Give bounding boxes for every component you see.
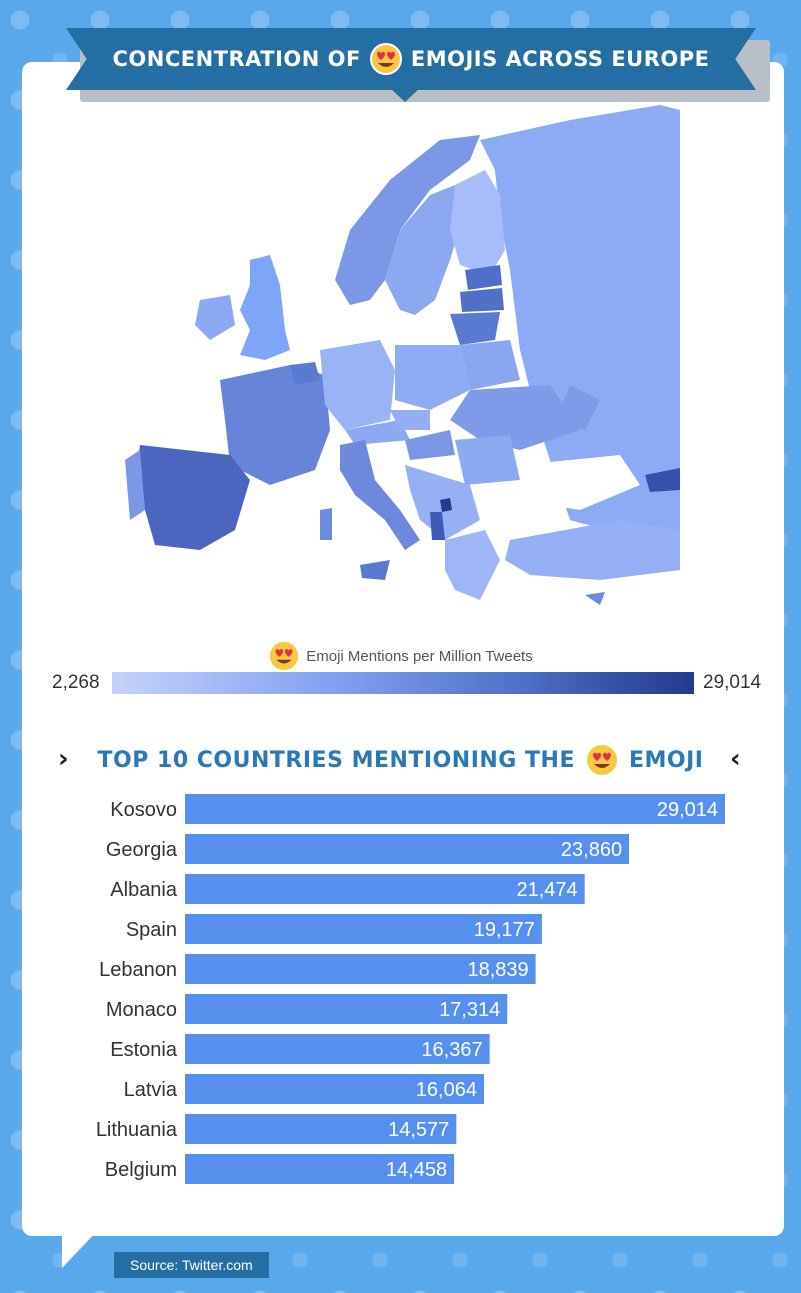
category-label: Lithuania bbox=[96, 1119, 178, 1141]
legend-title: Emoji Mentions per Million Tweets bbox=[0, 640, 801, 672]
map-france bbox=[220, 365, 330, 485]
map-greece bbox=[445, 530, 500, 600]
map-cyprus bbox=[585, 592, 605, 605]
bar bbox=[185, 874, 585, 904]
category-label: Albania bbox=[110, 879, 178, 901]
value-label: 16,367 bbox=[421, 1039, 482, 1061]
value-label: 18,839 bbox=[467, 959, 528, 981]
map-sweden bbox=[385, 185, 465, 315]
source-label: Source: Twitter.com bbox=[114, 1252, 269, 1278]
map-kosovo bbox=[440, 498, 452, 512]
category-label: Estonia bbox=[110, 1039, 178, 1061]
legend-min: 2,268 bbox=[52, 672, 100, 693]
map-czech bbox=[390, 410, 430, 430]
chevron-right-icon: › bbox=[58, 744, 69, 774]
map-poland bbox=[395, 345, 470, 410]
map-albania bbox=[430, 512, 445, 540]
legend-max: 29,014 bbox=[703, 672, 762, 693]
category-label: Latvia bbox=[124, 1079, 178, 1101]
map-germany bbox=[320, 340, 395, 430]
bar bbox=[185, 1034, 490, 1064]
chevron-left-icon: ‹ bbox=[730, 744, 741, 774]
section-title-right: EMOJI bbox=[628, 747, 704, 773]
map-hungary bbox=[405, 430, 455, 460]
page-title: CONCENTRATION OF EMOJIS ACROSS EUROPE bbox=[66, 28, 756, 90]
map-sardinia bbox=[320, 508, 332, 540]
value-label: 29,014 bbox=[657, 799, 718, 821]
category-label: Georgia bbox=[106, 839, 178, 861]
category-label: Lebanon bbox=[99, 959, 177, 981]
legend-label: Emoji Mentions per Million Tweets bbox=[306, 647, 533, 665]
map-romania bbox=[455, 435, 520, 485]
value-label: 19,177 bbox=[474, 919, 535, 941]
map-belgium bbox=[290, 362, 320, 385]
title-right: EMOJIS ACROSS EUROPE bbox=[410, 47, 710, 71]
map-turkey bbox=[505, 520, 680, 580]
map-italy bbox=[340, 440, 420, 550]
section-title-left: TOP 10 COUNTRIES MENTIONING THE bbox=[97, 747, 575, 773]
map-estonia bbox=[465, 265, 502, 290]
map-ireland bbox=[195, 295, 235, 340]
bar bbox=[185, 994, 508, 1024]
map-norway bbox=[335, 135, 480, 305]
legend-gradient-bar bbox=[112, 672, 694, 694]
heart-eyes-emoji-icon bbox=[369, 43, 402, 75]
category-label: Belgium bbox=[105, 1159, 177, 1181]
map-uk bbox=[240, 255, 290, 360]
value-label: 16,064 bbox=[416, 1079, 477, 1101]
value-label: 14,577 bbox=[388, 1119, 449, 1141]
value-label: 23,860 bbox=[561, 839, 622, 861]
title-banner bbox=[66, 28, 756, 90]
map-ukraine bbox=[450, 385, 580, 450]
map-sicily bbox=[360, 560, 390, 580]
value-label: 17,314 bbox=[439, 999, 500, 1021]
map-belarus bbox=[460, 340, 520, 390]
map-lithuania bbox=[450, 312, 500, 345]
category-label: Spain bbox=[126, 919, 177, 941]
bar bbox=[185, 954, 536, 984]
europe-map bbox=[100, 100, 700, 620]
map-caspian-gap bbox=[555, 385, 600, 430]
section-title: TOP 10 COUNTRIES MENTIONING THE EMOJI bbox=[0, 740, 801, 780]
map-russia bbox=[480, 105, 680, 550]
category-label: Kosovo bbox=[110, 799, 177, 821]
card-tail bbox=[62, 1228, 100, 1268]
bar bbox=[185, 1074, 484, 1104]
map-portugal bbox=[125, 450, 145, 520]
category-label: Monaco bbox=[106, 999, 177, 1021]
value-label: 14,458 bbox=[386, 1159, 447, 1181]
map-austria bbox=[345, 420, 410, 445]
map-latvia bbox=[460, 288, 504, 312]
bar bbox=[185, 794, 725, 824]
heart-eyes-emoji-icon bbox=[270, 641, 299, 671]
map-black-sea bbox=[520, 455, 640, 510]
bar bbox=[185, 1114, 457, 1144]
title-left: CONCENTRATION OF bbox=[112, 47, 361, 71]
map-finland bbox=[450, 170, 505, 275]
map-georgia bbox=[645, 468, 680, 492]
bar bbox=[185, 834, 630, 864]
bar bbox=[185, 914, 542, 944]
bar bbox=[185, 1154, 455, 1184]
value-label: 21,474 bbox=[516, 879, 577, 901]
banner-notch bbox=[390, 88, 420, 102]
heart-eyes-emoji-icon bbox=[586, 745, 617, 775]
map-spain bbox=[135, 445, 250, 550]
